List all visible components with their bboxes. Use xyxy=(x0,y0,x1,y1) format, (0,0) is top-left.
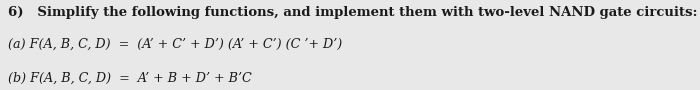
Text: (b) F(A, B, C, D)  =  A’ + B + D’ + B’C: (b) F(A, B, C, D) = A’ + B + D’ + B’C xyxy=(8,72,252,85)
Text: (a) F(A, B, C, D)  =  (A’ + C’ + D’) (A’ + C’) (C ’+ D’): (a) F(A, B, C, D) = (A’ + C’ + D’) (A’ +… xyxy=(8,38,343,51)
Text: 6)   Simplify the following functions, and implement them with two-level NAND ga: 6) Simplify the following functions, and… xyxy=(8,6,698,19)
